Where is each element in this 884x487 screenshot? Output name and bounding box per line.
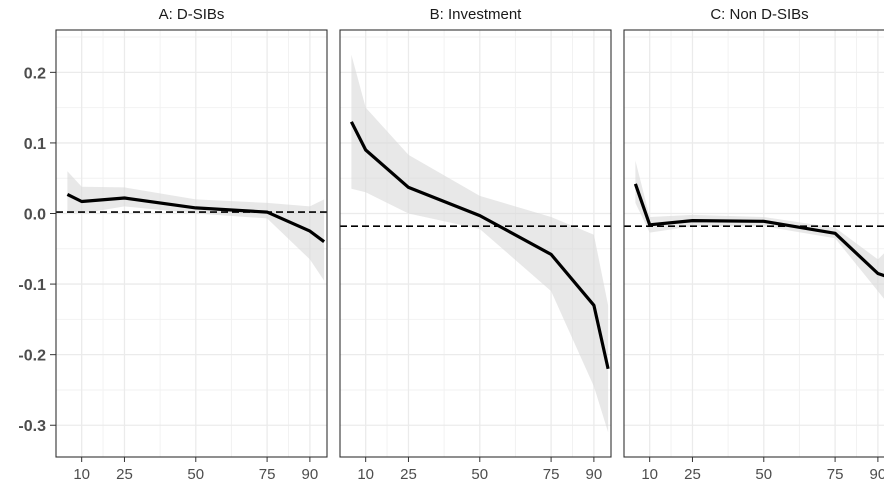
panel-title: B: Investment — [430, 6, 523, 23]
x-tick-label: 10 — [357, 466, 374, 483]
panel-border — [55, 29, 328, 458]
confidence-band — [635, 160, 884, 299]
y-tick-label: 0.1 — [24, 136, 46, 153]
x-tick-label: 25 — [400, 466, 417, 483]
series-line — [349, 121, 610, 370]
confidence-band — [351, 54, 609, 433]
panel-title: C: Non D-SIBs — [710, 6, 808, 23]
x-tick-label: 25 — [116, 466, 133, 483]
panel-background — [56, 30, 327, 457]
panel-border — [623, 29, 884, 458]
series-line — [633, 183, 884, 278]
y-tick-label: -0.1 — [18, 277, 46, 294]
panel-title: A: D-SIBs — [159, 6, 225, 23]
x-tick-label: 50 — [471, 466, 488, 483]
y-tick-label: -0.2 — [18, 348, 46, 365]
x-tick-label: 10 — [73, 466, 90, 483]
panel-1: A: D-SIBs 10 25 50 75 90 — [55, 6, 328, 483]
x-tick-label: 10 — [641, 466, 658, 483]
x-tick-label: 75 — [259, 466, 276, 483]
panel-3: C: Non D-SIBs 10 25 50 75 90 — [623, 6, 884, 483]
y-tick-label: -0.3 — [18, 418, 46, 435]
x-tick-label: 90 — [870, 466, 884, 483]
panel-2: B: Investment 10 25 50 75 90 — [339, 6, 612, 483]
x-tick-label: 25 — [684, 466, 701, 483]
x-tick-label: 75 — [543, 466, 560, 483]
x-tick-label: 90 — [302, 466, 319, 483]
x-tick-label: 90 — [586, 466, 603, 483]
y-tick-label: 0.2 — [24, 65, 46, 82]
panel-border — [339, 29, 612, 458]
x-tick-label: 50 — [755, 466, 772, 483]
x-tick-label: 75 — [827, 466, 844, 483]
y-tick-label: 0.0 — [24, 207, 46, 224]
x-tick-label: 50 — [187, 466, 204, 483]
series-line — [66, 192, 326, 243]
